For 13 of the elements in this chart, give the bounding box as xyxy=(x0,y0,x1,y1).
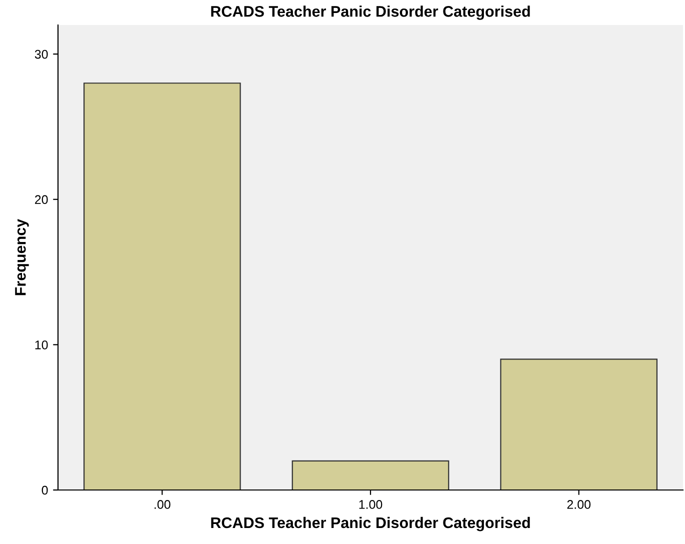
y-axis-title: Frequency xyxy=(15,218,29,296)
x-tick-label: 2.00 xyxy=(567,500,591,509)
x-tick-label: .00 xyxy=(154,500,170,509)
x-tick-label: 1.00 xyxy=(359,500,382,509)
y-tick-label: 20 xyxy=(35,195,48,204)
bar xyxy=(83,82,241,490)
y-tick-label: 30 xyxy=(34,50,48,59)
bar xyxy=(292,460,450,490)
y-tick-label: 10 xyxy=(35,340,48,350)
chart-title: RCADS Teacher Panic Disorder Categorised xyxy=(211,6,530,20)
y-tick-label: 0 xyxy=(42,486,48,495)
bar xyxy=(500,358,658,490)
x-axis-title: RCADS Teacher Panic Disorder Categorised xyxy=(211,516,530,532)
